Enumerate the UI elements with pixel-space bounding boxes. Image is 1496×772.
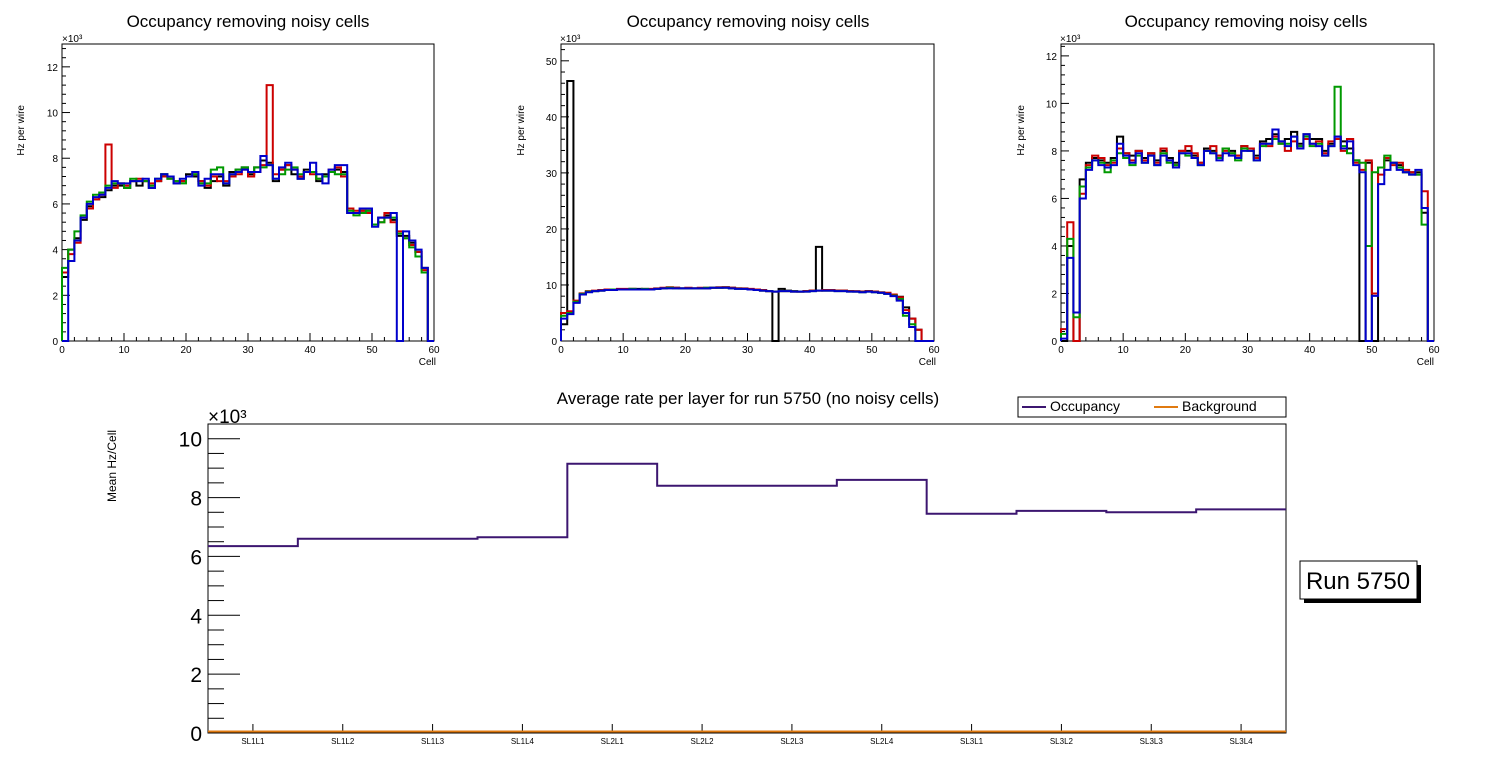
panel-2-xtick-label: 10 (618, 345, 630, 356)
bottom-category-label: SL3L2 (1050, 737, 1074, 746)
panel-3-ytick-label: 4 (1051, 242, 1057, 253)
panel-2-xtick-label: 40 (804, 345, 816, 356)
panel-1-ytick-label: 10 (47, 109, 59, 120)
bottom-ytick-label: 2 (190, 664, 202, 687)
panel-2-ytick-label: 40 (546, 113, 558, 124)
run-label-text: Run 5750 (1306, 568, 1410, 595)
panel-2-xtick-label: 30 (742, 345, 754, 356)
panel-1-xtick-label: 40 (304, 345, 316, 356)
panel-3-xtick-label: 40 (1304, 345, 1316, 356)
occupancy-panel-3: Occupancy removing noisy cells ×10³ Hz p… (1016, 12, 1440, 368)
panel-3-xtick-label: 0 (1058, 345, 1064, 356)
panel-2-ytick-label: 10 (546, 281, 558, 292)
panel-3-ytick-label: 12 (1046, 52, 1058, 63)
panel-3-ytick-label: 10 (1046, 99, 1058, 110)
bottom-category-label: SL2L4 (870, 737, 894, 746)
panel-3-ylabel: Hz per wire (1016, 105, 1027, 156)
panel-1-ytick-label: 12 (47, 63, 59, 74)
panel-2-title: Occupancy removing noisy cells (627, 12, 870, 31)
panel-2-ytick-label: 0 (551, 337, 557, 348)
average-rate-panel: Average rate per layer for run 5750 (no … (105, 389, 1421, 746)
bottom-exponent: ×10³ (208, 407, 247, 428)
bottom-category-label: SL2L2 (691, 737, 715, 746)
run-label: Run 5750 (1300, 561, 1421, 603)
bottom-category-label: SL3L3 (1140, 737, 1164, 746)
panel-2-ylabel: Hz per wire (516, 105, 527, 156)
occupancy-panel-2: Occupancy removing noisy cells ×10³ Hz p… (516, 12, 940, 368)
panel-1-ytick-label: 0 (52, 337, 58, 348)
panel-2-ytick-label: 50 (546, 57, 558, 68)
panel-1-series-green (62, 165, 434, 341)
panel-1-ytick-label: 4 (52, 246, 58, 257)
panel-3-xtick-label: 10 (1118, 345, 1130, 356)
panel-3-xtick-label: 60 (1428, 345, 1440, 356)
bottom-category-label: SL1L2 (331, 737, 355, 746)
bottom-ytick-label: 0 (190, 723, 202, 746)
panel-1-exponent: ×10³ (62, 34, 83, 45)
panel-2-frame (561, 44, 934, 341)
panel-3-ytick-label: 6 (1051, 194, 1057, 205)
bottom-category-label: SL1L3 (421, 737, 445, 746)
bottom-category-label: SL1L1 (241, 737, 265, 746)
legend-occupancy-label: Occupancy (1050, 398, 1120, 414)
panel-1-xtick-label: 20 (180, 345, 192, 356)
panel-3-exponent: ×10³ (1060, 34, 1081, 45)
panel-2-xlabel: Cell (919, 357, 936, 368)
panel-2-ytick-label: 20 (546, 225, 558, 236)
panel-2-xtick-label: 60 (928, 345, 940, 356)
panel-1-series-blue (62, 156, 434, 341)
panel-3-ytick-label: 0 (1051, 337, 1057, 348)
bottom-category-label: SL2L3 (780, 737, 804, 746)
panel-1-xtick-label: 0 (59, 345, 65, 356)
panel-1-xtick-label: 50 (366, 345, 378, 356)
panel-1-xtick-label: 30 (242, 345, 254, 356)
occupancy-panel-1: Occupancy removing noisy cells ×10³ Hz p… (16, 12, 440, 368)
panel-1-ytick-label: 6 (52, 200, 58, 211)
panel-1-frame (62, 44, 434, 341)
panel-3-ytick-label: 2 (1051, 289, 1057, 300)
panel-3-title: Occupancy removing noisy cells (1125, 12, 1368, 31)
panel-2-ytick-label: 30 (546, 169, 558, 180)
bottom-ytick-label: 6 (190, 546, 202, 569)
panel-2-series-red (561, 287, 934, 341)
legend-background-label: Background (1182, 398, 1257, 414)
panel-2-series-black (561, 81, 934, 341)
panel-3-xtick-label: 50 (1366, 345, 1378, 356)
bottom-category-label: SL3L1 (960, 737, 984, 746)
panel-3-xlabel: Cell (1417, 357, 1434, 368)
bottom-category-label: SL2L1 (601, 737, 625, 746)
panel-1-title: Occupancy removing noisy cells (127, 12, 370, 31)
bottom-title: Average rate per layer for run 5750 (no … (557, 389, 939, 408)
panel-3-xtick-label: 30 (1242, 345, 1254, 356)
panel-3-ytick-label: 8 (1051, 147, 1057, 158)
chart-canvas: Occupancy removing noisy cells ×10³ Hz p… (0, 0, 1496, 772)
panel-1-series-red (62, 85, 434, 341)
bottom-ytick-label: 4 (190, 605, 202, 628)
panel-1-xlabel: Cell (419, 357, 436, 368)
panel-1-ytick-label: 2 (52, 291, 58, 302)
panel-1-ytick-label: 8 (52, 154, 58, 165)
bottom-series-occupancy (208, 464, 1286, 546)
bottom-ytick-label: 10 (179, 429, 202, 452)
bottom-category-label: SL1L4 (511, 737, 535, 746)
panel-3-xtick-label: 20 (1180, 345, 1192, 356)
panel-2-xtick-label: 50 (866, 345, 878, 356)
bottom-ytick-label: 8 (190, 488, 202, 511)
panel-2-exponent: ×10³ (560, 34, 581, 45)
panel-2-xtick-label: 0 (558, 345, 564, 356)
panel-1-xtick-label: 10 (118, 345, 130, 356)
legend: Occupancy Background (1018, 397, 1286, 417)
panel-1-xtick-label: 60 (428, 345, 440, 356)
bottom-category-label: SL3L4 (1230, 737, 1254, 746)
bottom-frame (208, 424, 1286, 733)
panel-1-ylabel: Hz per wire (16, 105, 27, 156)
panel-2-xtick-label: 20 (680, 345, 692, 356)
bottom-ylabel: Mean Hz/Cell (105, 430, 119, 502)
